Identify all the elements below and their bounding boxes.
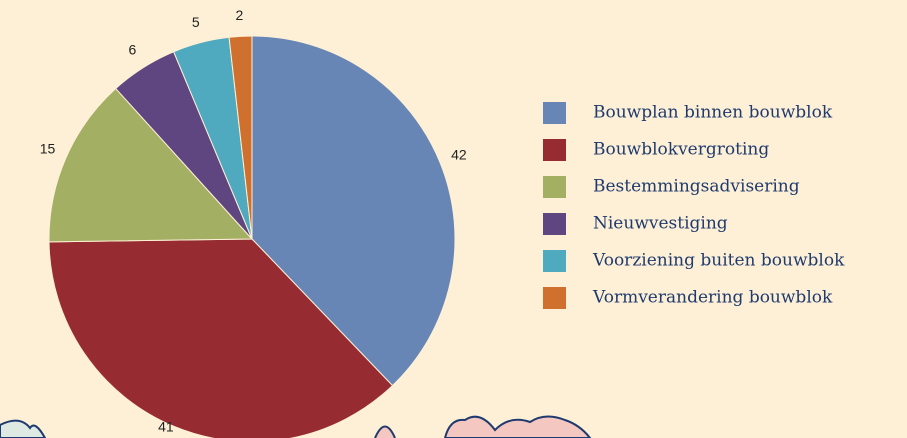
data-label: 42 [451,147,467,163]
legend-swatch [543,102,566,124]
legend-swatch [543,139,566,161]
data-label: 41 [158,419,174,435]
legend-label: Vormverandering bouwblok [592,288,833,308]
legend-swatch [543,213,566,235]
data-label: 5 [192,14,200,30]
legend-swatch [543,287,566,309]
legend-label: Voorziening buiten bouwblok [592,251,845,271]
data-label: 2 [235,7,243,23]
legend-label: Bouwblokvergroting [593,140,769,160]
legend-label: Bouwplan binnen bouwblok [593,103,833,123]
legend-label: Bestemmingsadvisering [593,177,800,197]
legend-swatch [543,250,566,272]
chart: 42 41 15 6 5 2 Bouwplan binnen bouwblok Bouwbl… [0,0,907,438]
data-label: 15 [40,141,56,157]
data-label: 6 [129,41,137,57]
legend-label: Nieuwvestiging [593,214,728,234]
legend-swatch [543,176,566,198]
